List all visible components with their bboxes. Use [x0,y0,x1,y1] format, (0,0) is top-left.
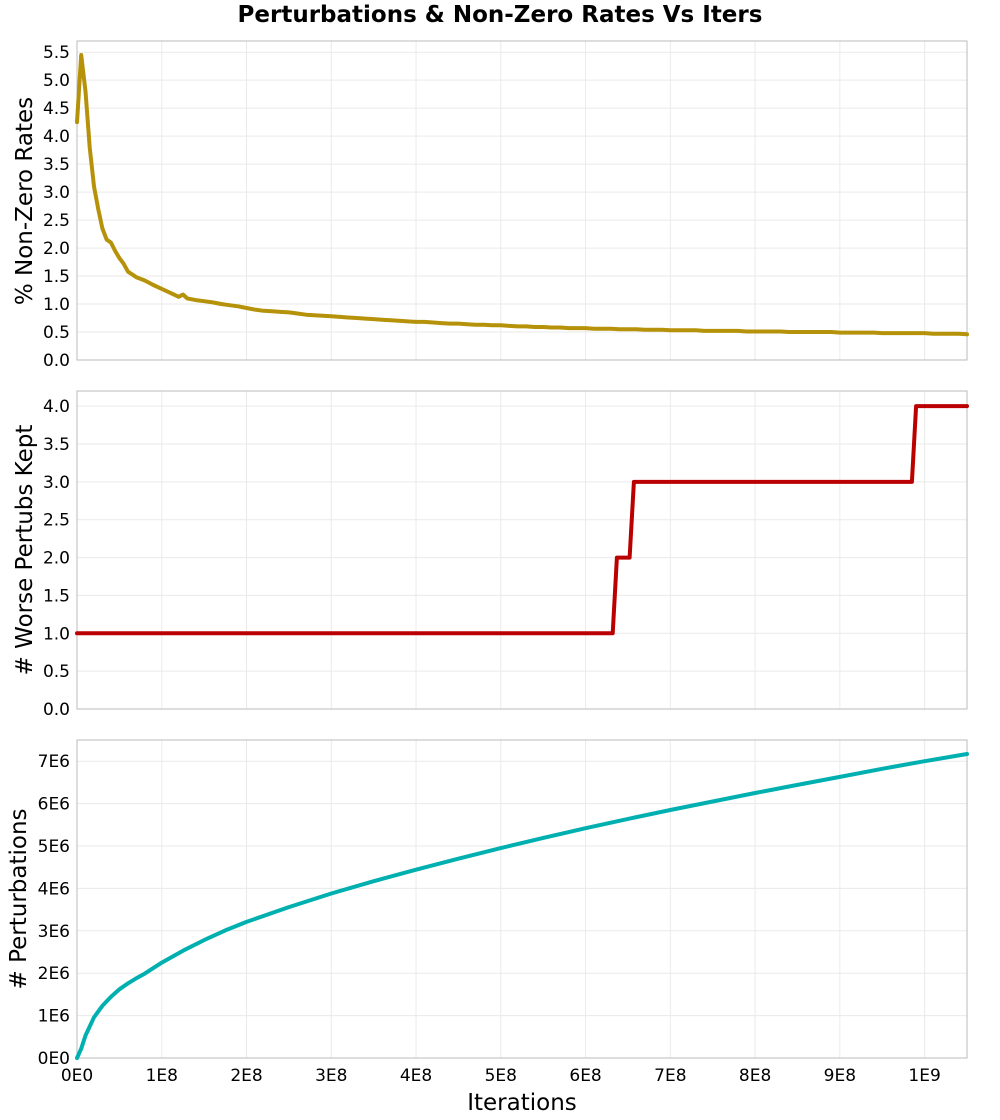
x-tick-label: 5E8 [485,1066,517,1086]
y-axis-label-worse-pertubs-kept: # Worse Pertubs Kept [12,425,38,676]
y-tick-label: 3.0 [43,473,70,493]
x-tick-label: 1E9 [908,1066,940,1086]
y-tick-label: 0.0 [43,700,70,720]
y-tick-label: 1.5 [43,586,70,606]
y-tick-label: 5.0 [43,71,70,91]
grid-nonzero-rates [76,41,967,361]
grid-worse-pertubs-kept [76,391,967,710]
panel-perturbations: # Perturbations 0E0 1E6 2E6 3E6 4E6 5E6 6E6 7E6 [6,739,969,1069]
y-tick-label: 1.5 [43,267,70,287]
y-axis-label-nonzero-rates: % Non-Zero Rates [12,97,38,305]
chart-title: Perturbations & Non-Zero Rates Vs Iters [238,2,763,28]
y-tick-label: 2.0 [43,549,70,569]
x-axis-label: Iterations [467,1090,577,1116]
y-tick-label: 1.0 [43,624,70,644]
y-tick-label: 1.0 [43,295,70,315]
x-tick-label: 1E8 [146,1066,178,1086]
x-tick-label: 0E0 [61,1066,93,1086]
y-tick-label: 5.5 [43,43,70,63]
y-tick-label: 4.0 [43,397,70,417]
y-tick-label: 2.5 [43,511,70,531]
panel-worse-pertubs-kept: # Worse Pertubs Kept 0.0 0.5 1.0 1.5 2.0 2.5 3… [12,390,969,720]
x-tick-label: 4E8 [400,1066,432,1086]
y-tick-label: 3.5 [43,435,70,455]
y-tick-label: 2.5 [43,211,70,231]
x-tick-label: 8E8 [739,1066,771,1086]
series-line-nonzero-rates [75,53,969,337]
y-tick-label: 0.5 [43,323,70,343]
y-tick-label: 4.0 [43,127,70,147]
x-tick-label: 2E8 [230,1066,262,1086]
series-line-perturbations [75,752,969,1060]
series-line-worse-pertubs-kept [75,404,969,636]
plot-frame-perturbations [76,739,968,1059]
y-tick-label: 0.0 [43,351,70,371]
x-tick-label: 7E8 [654,1066,686,1086]
x-tick-label: 6E8 [569,1066,601,1086]
y-tick-label: 4E6 [38,879,70,899]
y-tick-label: 6E6 [38,795,70,815]
panel-nonzero-rates: % Non-Zero Rates 0.0 0.5 1.0 1.5 2.0 2.5 3.0 3.… [12,40,969,371]
y-axis-label-perturbations: # Perturbations [6,808,32,989]
y-tick-label: 4.5 [43,99,70,119]
grid-perturbations [76,740,967,1059]
y-tick-label: 2.0 [43,239,70,259]
x-tick-label: 3E8 [315,1066,347,1086]
y-tick-label: 3.5 [43,155,70,175]
y-tick-label: 0.5 [43,662,70,682]
y-tick-label: 2E6 [38,964,70,984]
y-tick-label: 3.0 [43,183,70,203]
y-tick-label: 7E6 [38,752,70,772]
plot-frame-worse-pertubs-kept [76,390,968,710]
plot-frame-nonzero-rates [76,40,968,361]
y-tick-label: 0E0 [38,1049,70,1069]
y-tick-label: 5E6 [38,837,70,857]
y-tick-label: 1E6 [38,1007,70,1027]
y-tick-label: 3E6 [38,922,70,942]
x-tick-label: 9E8 [824,1066,856,1086]
